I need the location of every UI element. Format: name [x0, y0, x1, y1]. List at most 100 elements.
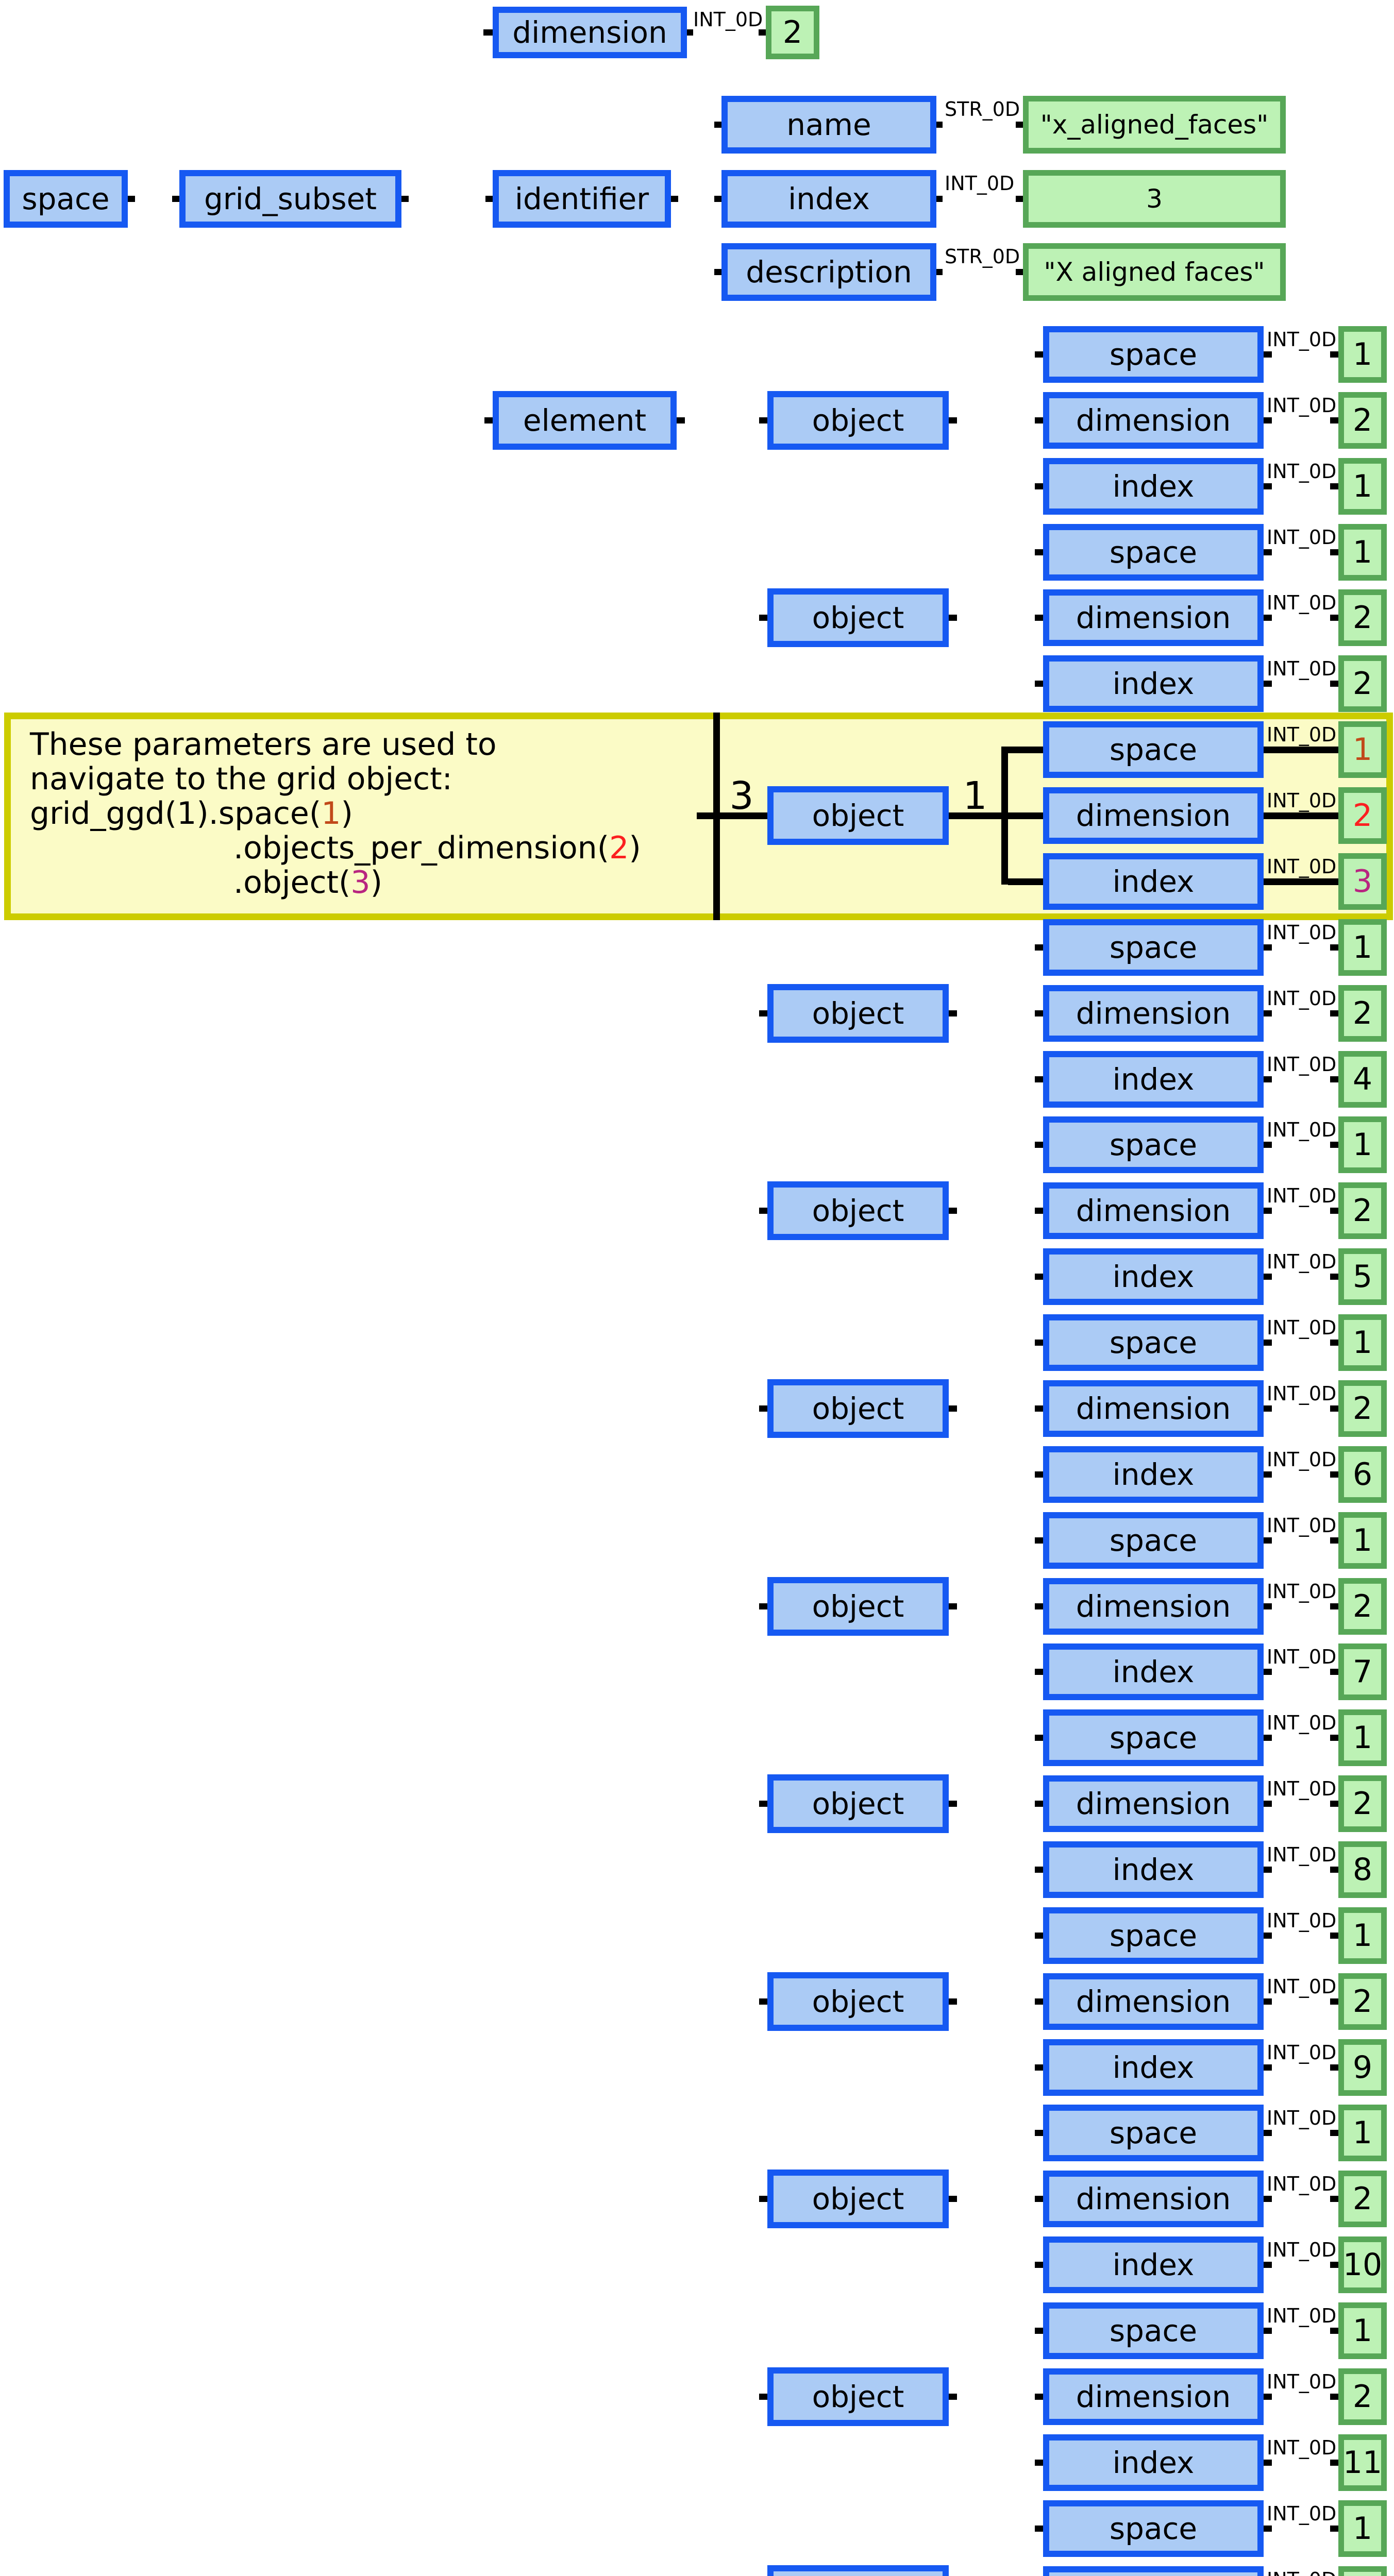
array-count-label: 3: [719, 774, 764, 818]
connector-stub: [1330, 351, 1338, 358]
node-dimension: dimension: [1043, 1973, 1264, 2030]
connector-stub: [1035, 1142, 1043, 1148]
connector-stub: [1035, 1603, 1043, 1609]
connector-stub: [677, 417, 685, 423]
node-label: grid_subset: [204, 181, 377, 216]
connector-stub: [1035, 2130, 1043, 2136]
connector-stub: [949, 1998, 957, 2005]
connector-stub: [1330, 1208, 1338, 1214]
node-dimension: dimension: [1043, 1775, 1264, 1832]
connector-stub: [936, 122, 943, 128]
value-dimension: 2: [1338, 1380, 1387, 1437]
connector-stub: [1330, 1867, 1338, 1873]
value-index: 5: [1338, 1248, 1387, 1305]
value-dimension: 2: [1338, 787, 1387, 844]
node-object: object: [767, 1379, 949, 1438]
type-label: INT_0D: [1267, 1711, 1337, 1734]
connector-stub: [714, 122, 721, 128]
connector-stub: [1330, 1010, 1338, 1016]
connector-stub: [1035, 1933, 1043, 1939]
connector-stub: [1330, 1471, 1338, 1478]
type-label: INT_0D: [1267, 1448, 1337, 1471]
node-index: index: [1043, 853, 1264, 910]
node-space: space: [1043, 2105, 1264, 2161]
connector-stub: [1264, 1537, 1272, 1544]
connector-stub: [759, 1405, 767, 1412]
connector-stub: [1330, 2526, 1338, 2532]
node-dimension: dimension: [1043, 2368, 1264, 2425]
connector-stub: [1035, 1340, 1043, 1346]
connector-stub: [759, 1208, 767, 1214]
connector-line: [1008, 812, 1043, 819]
connector-stub: [759, 1998, 767, 2005]
value-dimension: 2: [1338, 2566, 1387, 2576]
note-ref-number: 2: [609, 830, 629, 866]
connector-stub: [1035, 2460, 1043, 2466]
type-label: INT_0D: [1267, 1382, 1337, 1405]
array-index-label: 1: [953, 774, 997, 818]
type-label: INT_0D: [1267, 1118, 1337, 1141]
note-segment: grid_ggd(1).space(: [30, 795, 322, 832]
connector-stub: [1035, 1998, 1043, 2005]
connector-stub: [949, 2196, 957, 2202]
node-dimension: dimension: [1043, 2171, 1264, 2227]
value-space: 1: [1338, 1512, 1387, 1569]
connector-stub: [1330, 2130, 1338, 2136]
value-space: 1: [1338, 2105, 1387, 2161]
node-object: object: [767, 1577, 949, 1636]
node-space-root: space: [4, 170, 128, 228]
type-label: INT_0D: [1267, 1646, 1337, 1668]
connector-stub: [1035, 1076, 1043, 1082]
note-line: navigate to the grid object:: [30, 762, 705, 796]
connector-stub: [1264, 1735, 1272, 1741]
connector-stub: [1330, 2394, 1338, 2400]
connector-stub: [936, 269, 943, 275]
type-label: INT_0D: [1267, 1514, 1337, 1537]
value-index: 2: [1338, 655, 1387, 712]
connector-stub: [1330, 1998, 1338, 2005]
node-dimension: dimension: [1043, 787, 1264, 844]
node-space: space: [1043, 1709, 1264, 1766]
node-label: space: [22, 181, 110, 216]
connector-line: [1008, 747, 1043, 753]
value-index: 8: [1338, 1841, 1387, 1898]
type-label: INT_0D: [1267, 2107, 1337, 2129]
connector-stub: [1035, 1801, 1043, 1807]
connector-stub: [1264, 1340, 1272, 1346]
node-index: index: [1043, 1446, 1264, 1503]
value-index: 11: [1338, 2434, 1387, 2491]
type-label: INT_0D: [1267, 1184, 1337, 1207]
value-space: 1: [1338, 1116, 1387, 1173]
connector-stub: [949, 1405, 957, 1412]
type-label: INT_0D: [1267, 460, 1337, 483]
connector-stub: [1264, 1998, 1272, 2005]
node-space: space: [1043, 2302, 1264, 2359]
connector-stub: [1330, 1537, 1338, 1544]
value-index: 6: [1338, 1446, 1387, 1503]
type-label: INT_0D: [1267, 2370, 1337, 2393]
type-label: INT_0D: [1267, 591, 1337, 614]
value-dimension: 2: [1338, 1973, 1387, 2030]
connector-stub: [759, 2394, 767, 2400]
node-object: object: [767, 391, 949, 450]
connector-stub: [1264, 2394, 1272, 2400]
type-label: INT_0D: [1267, 1580, 1337, 1603]
note-ref-number: 1: [321, 795, 341, 832]
connector-stub: [1264, 1669, 1272, 1675]
note-segment: navigate to the grid object:: [30, 761, 452, 797]
value-dimension: 2: [1338, 1578, 1387, 1635]
node-space: space: [1043, 1116, 1264, 1173]
value-index: 3: [1338, 853, 1387, 910]
connector-stub: [1035, 351, 1043, 358]
connector-stub: [1330, 1076, 1338, 1082]
connector-stub: [1330, 2196, 1338, 2202]
connector-stub: [759, 1801, 767, 1807]
connector-line: [697, 812, 767, 819]
connector-stub: [1016, 122, 1023, 128]
connector-stub: [759, 1010, 767, 1016]
value-dimension: 2: [1338, 589, 1387, 646]
value-space: 1: [1338, 2500, 1387, 2557]
type-label: INT_0D: [1267, 789, 1337, 812]
node-index: index: [1043, 655, 1264, 712]
connector-stub: [1330, 2262, 1338, 2268]
